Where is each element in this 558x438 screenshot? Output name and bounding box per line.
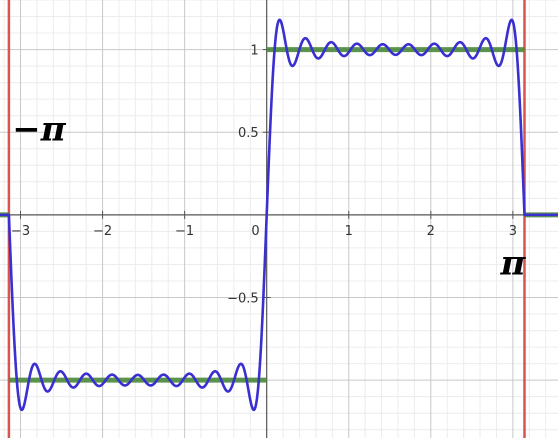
fourier-series-curve	[0, 18, 558, 412]
x-tick-label: 1	[345, 224, 353, 239]
annotation-label: π	[500, 243, 527, 283]
annotations: −π π	[12, 109, 526, 283]
annotation-label: −π	[12, 109, 66, 149]
x-tick-label: 2	[427, 224, 435, 239]
x-tick-label: −2	[93, 224, 112, 239]
x-tick-label: −1	[175, 224, 194, 239]
x-tick-label: 3	[509, 224, 517, 239]
y-tick-label: 1	[250, 44, 258, 59]
y-tick-label: −0.5	[227, 292, 259, 307]
y-tick-label: 0.5	[238, 126, 259, 141]
origin-label: 0	[251, 224, 259, 239]
fourier-curve-path	[0, 18, 558, 412]
tick-labels: −3 −2 −1 1 2 3 0 1 0.5 −0.5	[11, 44, 517, 307]
x-tick-label: −3	[11, 224, 30, 239]
